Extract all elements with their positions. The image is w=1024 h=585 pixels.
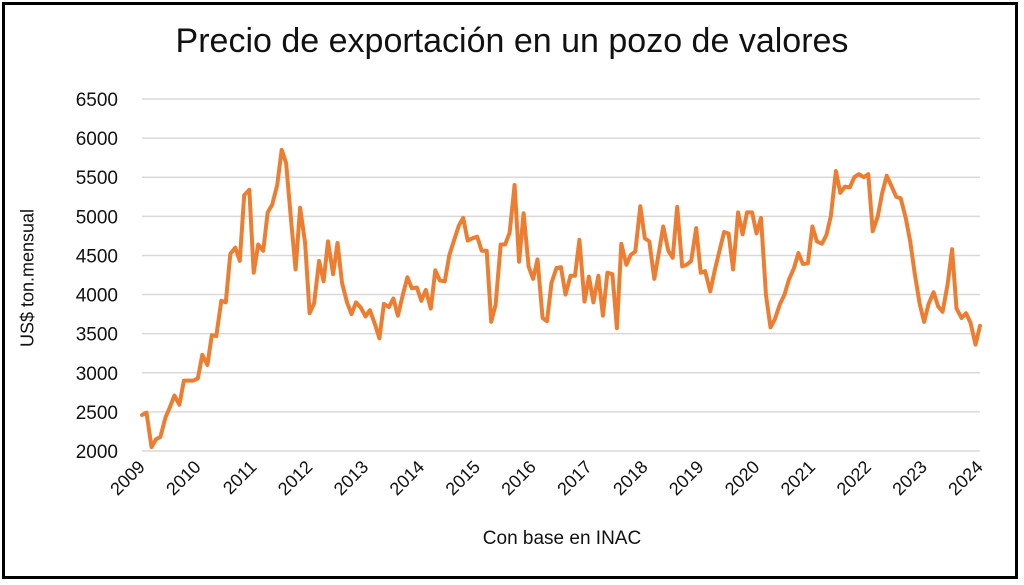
x-tick-label: 2009 <box>106 457 148 499</box>
x-tick-label: 2020 <box>721 457 763 499</box>
x-tick-label: 2023 <box>889 457 931 499</box>
y-tick-label: 5500 <box>76 168 118 189</box>
x-tick-label: 2010 <box>162 457 204 499</box>
y-tick-label: 4000 <box>76 286 118 307</box>
x-tick-label: 2019 <box>665 457 707 499</box>
x-tick-label: 2022 <box>833 457 875 499</box>
x-tick-label: 2012 <box>274 457 316 499</box>
y-tick-label: 2000 <box>76 442 118 463</box>
y-tick-label: 6000 <box>76 129 118 150</box>
chart-title: Precio de exportación en un pozo de valo… <box>175 22 849 60</box>
x-tick-label: 2016 <box>497 457 539 499</box>
y-tick-label: 4500 <box>76 246 118 267</box>
y-tick-label: 3000 <box>76 364 118 385</box>
x-tick-label: 2021 <box>777 457 819 499</box>
x-tick-label: 2013 <box>330 457 372 499</box>
series-line <box>140 147 982 450</box>
y-tick-label: 3500 <box>76 325 118 346</box>
x-tick-label: 2014 <box>386 457 428 499</box>
x-tick-label: 2024 <box>944 457 986 499</box>
y-tick-label: 5000 <box>76 207 118 228</box>
chart-frame <box>2 2 1018 579</box>
x-tick-label: 2015 <box>442 457 484 499</box>
y-tick-label: 2500 <box>76 403 118 424</box>
x-axis-label: Con base en INAC <box>482 528 642 549</box>
x-tick-label: 2018 <box>609 457 651 499</box>
y-tick-label: 6500 <box>76 90 118 111</box>
x-tick-label: 2017 <box>553 457 595 499</box>
x-tick-label: 2011 <box>219 457 261 499</box>
